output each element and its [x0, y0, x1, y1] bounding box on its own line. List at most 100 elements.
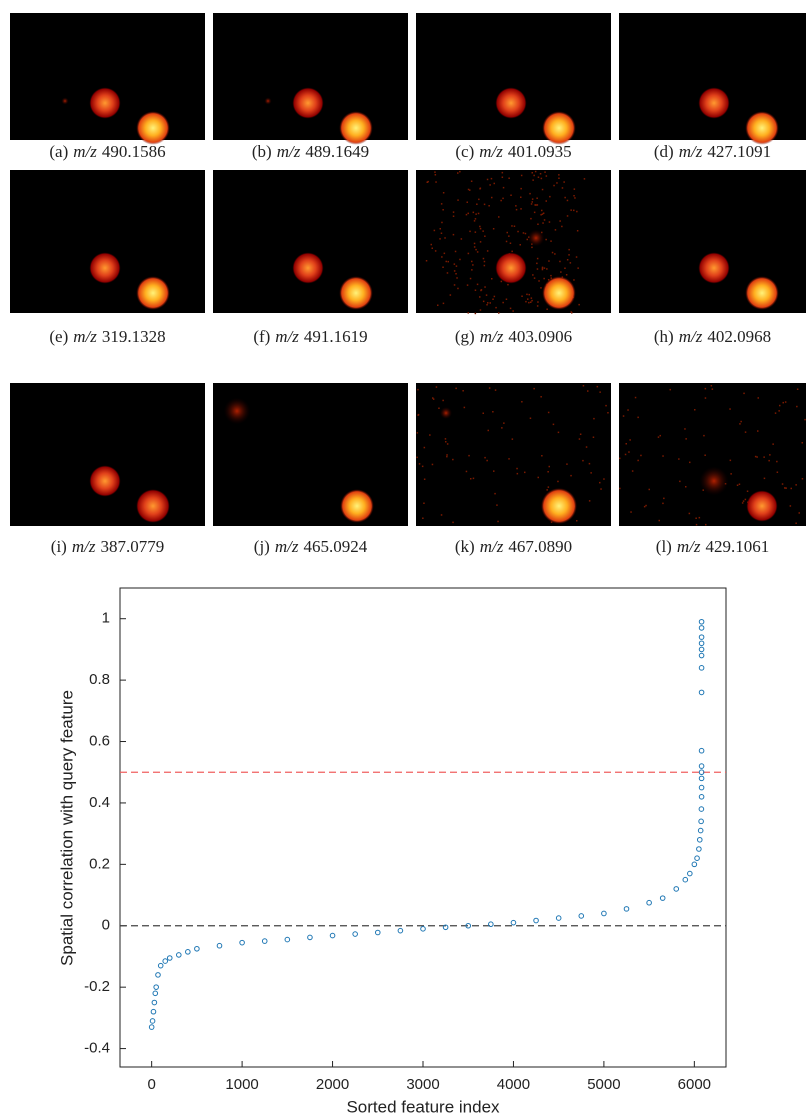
intensity-blob	[89, 87, 121, 119]
noise-pixel	[756, 456, 758, 458]
y-axis-label: Spatial correlation with query feature	[57, 690, 76, 966]
noise-pixel	[416, 456, 418, 459]
noise-pixel	[472, 477, 475, 480]
intensity-blob	[292, 252, 324, 284]
noise-pixel	[685, 438, 687, 440]
intensity-blob	[746, 490, 778, 522]
data-point	[194, 945, 200, 952]
noise-pixel	[627, 409, 629, 411]
data-point	[698, 763, 705, 769]
noise-pixel	[637, 459, 639, 462]
noise-pixel	[534, 170, 537, 173]
noise-pixel	[531, 201, 533, 203]
noise-pixel	[423, 502, 425, 504]
noise-pixel	[695, 517, 697, 519]
noise-pixel	[470, 180, 473, 182]
noise-pixel	[781, 483, 784, 485]
noise-pixel	[772, 443, 774, 445]
noise-pixel	[568, 248, 570, 251]
intensity-blob	[495, 252, 527, 284]
noise-pixel	[519, 244, 521, 246]
intensity-blob	[698, 87, 730, 119]
noise-pixel	[503, 422, 505, 424]
noise-pixel	[605, 404, 607, 407]
noise-pixel	[494, 389, 497, 391]
intensity-blob	[542, 111, 576, 145]
data-point	[150, 1008, 157, 1015]
intensity-blob	[223, 397, 251, 425]
x-tick-label: 0	[147, 1076, 155, 1093]
intensity-blob	[61, 97, 69, 105]
data-point	[698, 640, 705, 647]
noise-pixel	[486, 304, 488, 306]
intensity-blob	[89, 252, 121, 284]
mz-prefix: m/z	[480, 327, 504, 346]
noise-pixel	[776, 471, 779, 473]
noise-pixel	[435, 181, 437, 183]
noise-pixel	[453, 284, 456, 286]
mz-prefix: m/z	[277, 142, 301, 161]
noise-pixel	[469, 277, 472, 280]
data-point	[284, 936, 291, 943]
noise-pixel	[547, 279, 550, 281]
data-point	[698, 747, 705, 754]
panel-label: (d)	[654, 142, 674, 161]
noise-pixel	[492, 411, 494, 413]
noise-pixel	[479, 227, 482, 230]
noise-pixel	[776, 460, 778, 463]
mz-prefix: m/z	[275, 537, 299, 556]
image-background	[619, 13, 806, 140]
panel-caption: (j) m/z 465.0924	[254, 537, 368, 556]
y-tick-label: -0.4	[84, 1040, 110, 1057]
x-axis-label: Sorted feature index	[346, 1097, 500, 1116]
noise-pixel	[416, 432, 419, 434]
noise-pixel	[469, 230, 471, 233]
noise-pixel	[573, 209, 575, 212]
noise-pixel	[498, 312, 500, 314]
noise-pixel	[631, 470, 634, 472]
data-point	[687, 870, 693, 877]
noise-pixel	[445, 441, 447, 443]
noise-pixel	[457, 199, 459, 201]
data-point	[162, 958, 169, 964]
noise-pixel	[540, 177, 543, 180]
noise-pixel	[529, 192, 531, 195]
noise-pixel	[578, 303, 580, 306]
noise-pixel	[487, 302, 489, 304]
noise-pixel	[423, 446, 426, 449]
panel-caption: (h) m/z 402.0968	[654, 327, 771, 346]
noise-pixel	[552, 423, 555, 426]
noise-pixel	[795, 484, 797, 486]
data-point	[698, 769, 705, 776]
noise-pixel	[452, 211, 455, 213]
panel-caption: (e) m/z 319.1328	[49, 327, 165, 346]
noise-pixel	[554, 229, 557, 231]
noise-pixel	[417, 388, 419, 391]
data-point	[216, 942, 223, 949]
noise-pixel	[511, 438, 514, 440]
noise-pixel	[452, 233, 455, 236]
noise-pixel	[551, 251, 554, 254]
noise-pixel	[804, 418, 806, 421]
noise-pixel	[600, 488, 602, 490]
noise-pixel	[477, 212, 480, 215]
noise-pixel	[426, 181, 428, 183]
noise-pixel	[624, 453, 627, 456]
noise-pixel	[482, 230, 484, 232]
noise-pixel	[466, 201, 468, 203]
image-panel	[619, 13, 806, 145]
noise-pixel	[440, 232, 443, 234]
noise-pixel	[465, 213, 468, 216]
noise-pixel	[476, 251, 479, 253]
image-background	[213, 13, 408, 140]
noise-pixel	[596, 385, 599, 388]
image-panel	[416, 170, 611, 315]
noise-pixel	[459, 258, 461, 261]
intensity-blob	[340, 489, 374, 523]
noise-pixel	[536, 257, 539, 260]
panel-label: (j)	[254, 537, 270, 556]
noise-pixel	[537, 476, 539, 479]
noise-pixel	[508, 235, 510, 237]
noise-pixel	[526, 293, 528, 296]
noise-pixel	[444, 438, 447, 440]
